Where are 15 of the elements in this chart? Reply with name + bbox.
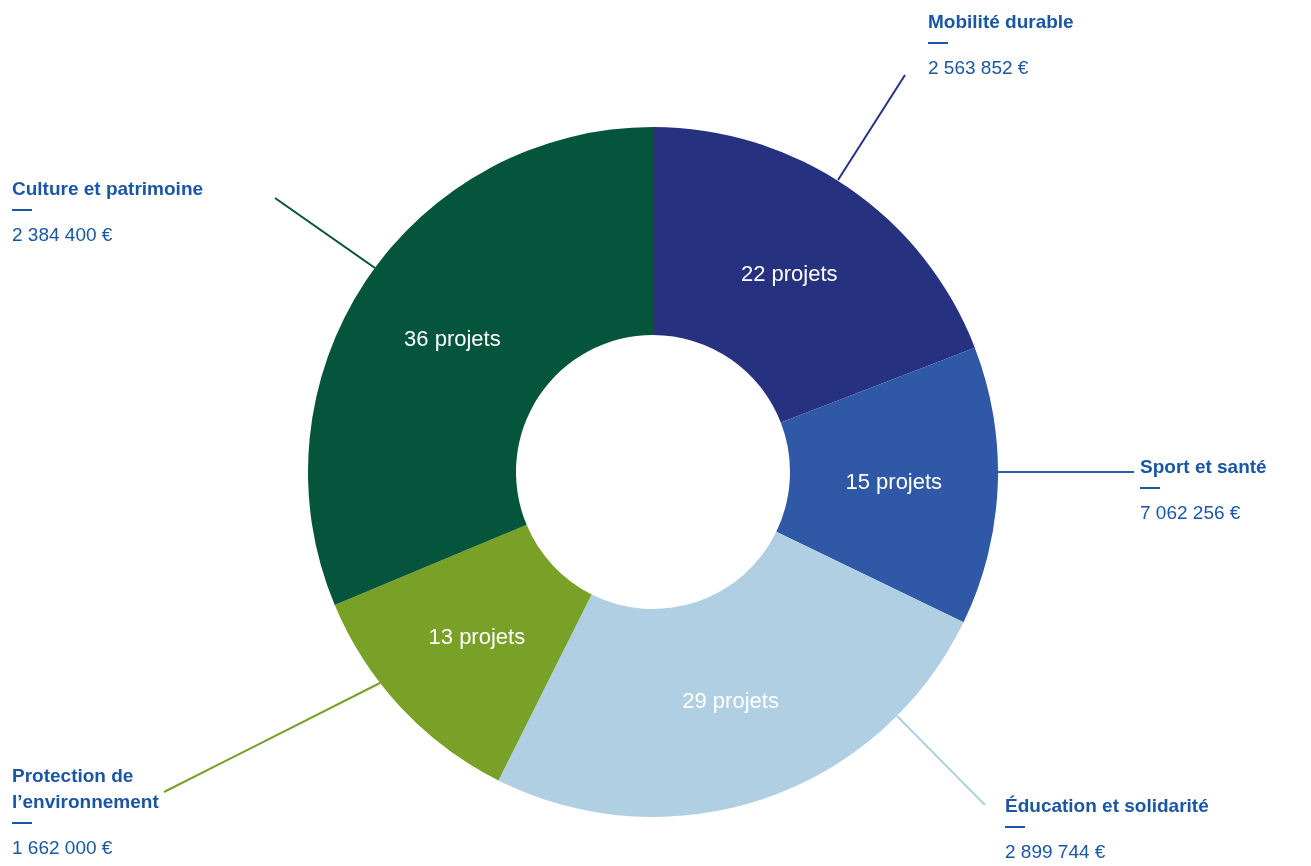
data-label: 36 projets <box>404 325 501 351</box>
text: 1 662 000 € <box>12 836 113 858</box>
data-label: 15 projets <box>845 469 943 495</box>
slice-label: Mobilité durable <box>928 10 1074 32</box>
data-label: 22 projets <box>740 260 838 286</box>
text: 2 384 400 € <box>12 223 113 245</box>
data-label: 13 projets <box>428 624 526 649</box>
data-label: 29 projets <box>682 687 779 713</box>
text: 7 062 256 € <box>1140 501 1241 523</box>
slice-label: Culture et patrimoine <box>12 177 204 199</box>
text: 2 899 744 € <box>1005 840 1106 862</box>
slice-label: Éducation et solidarité <box>1005 794 1209 816</box>
slice-label: Protection de l’environnement <box>12 764 160 812</box>
text: 2 563 852 € <box>928 56 1029 78</box>
slice-label: Sport et santé <box>1140 455 1267 477</box>
